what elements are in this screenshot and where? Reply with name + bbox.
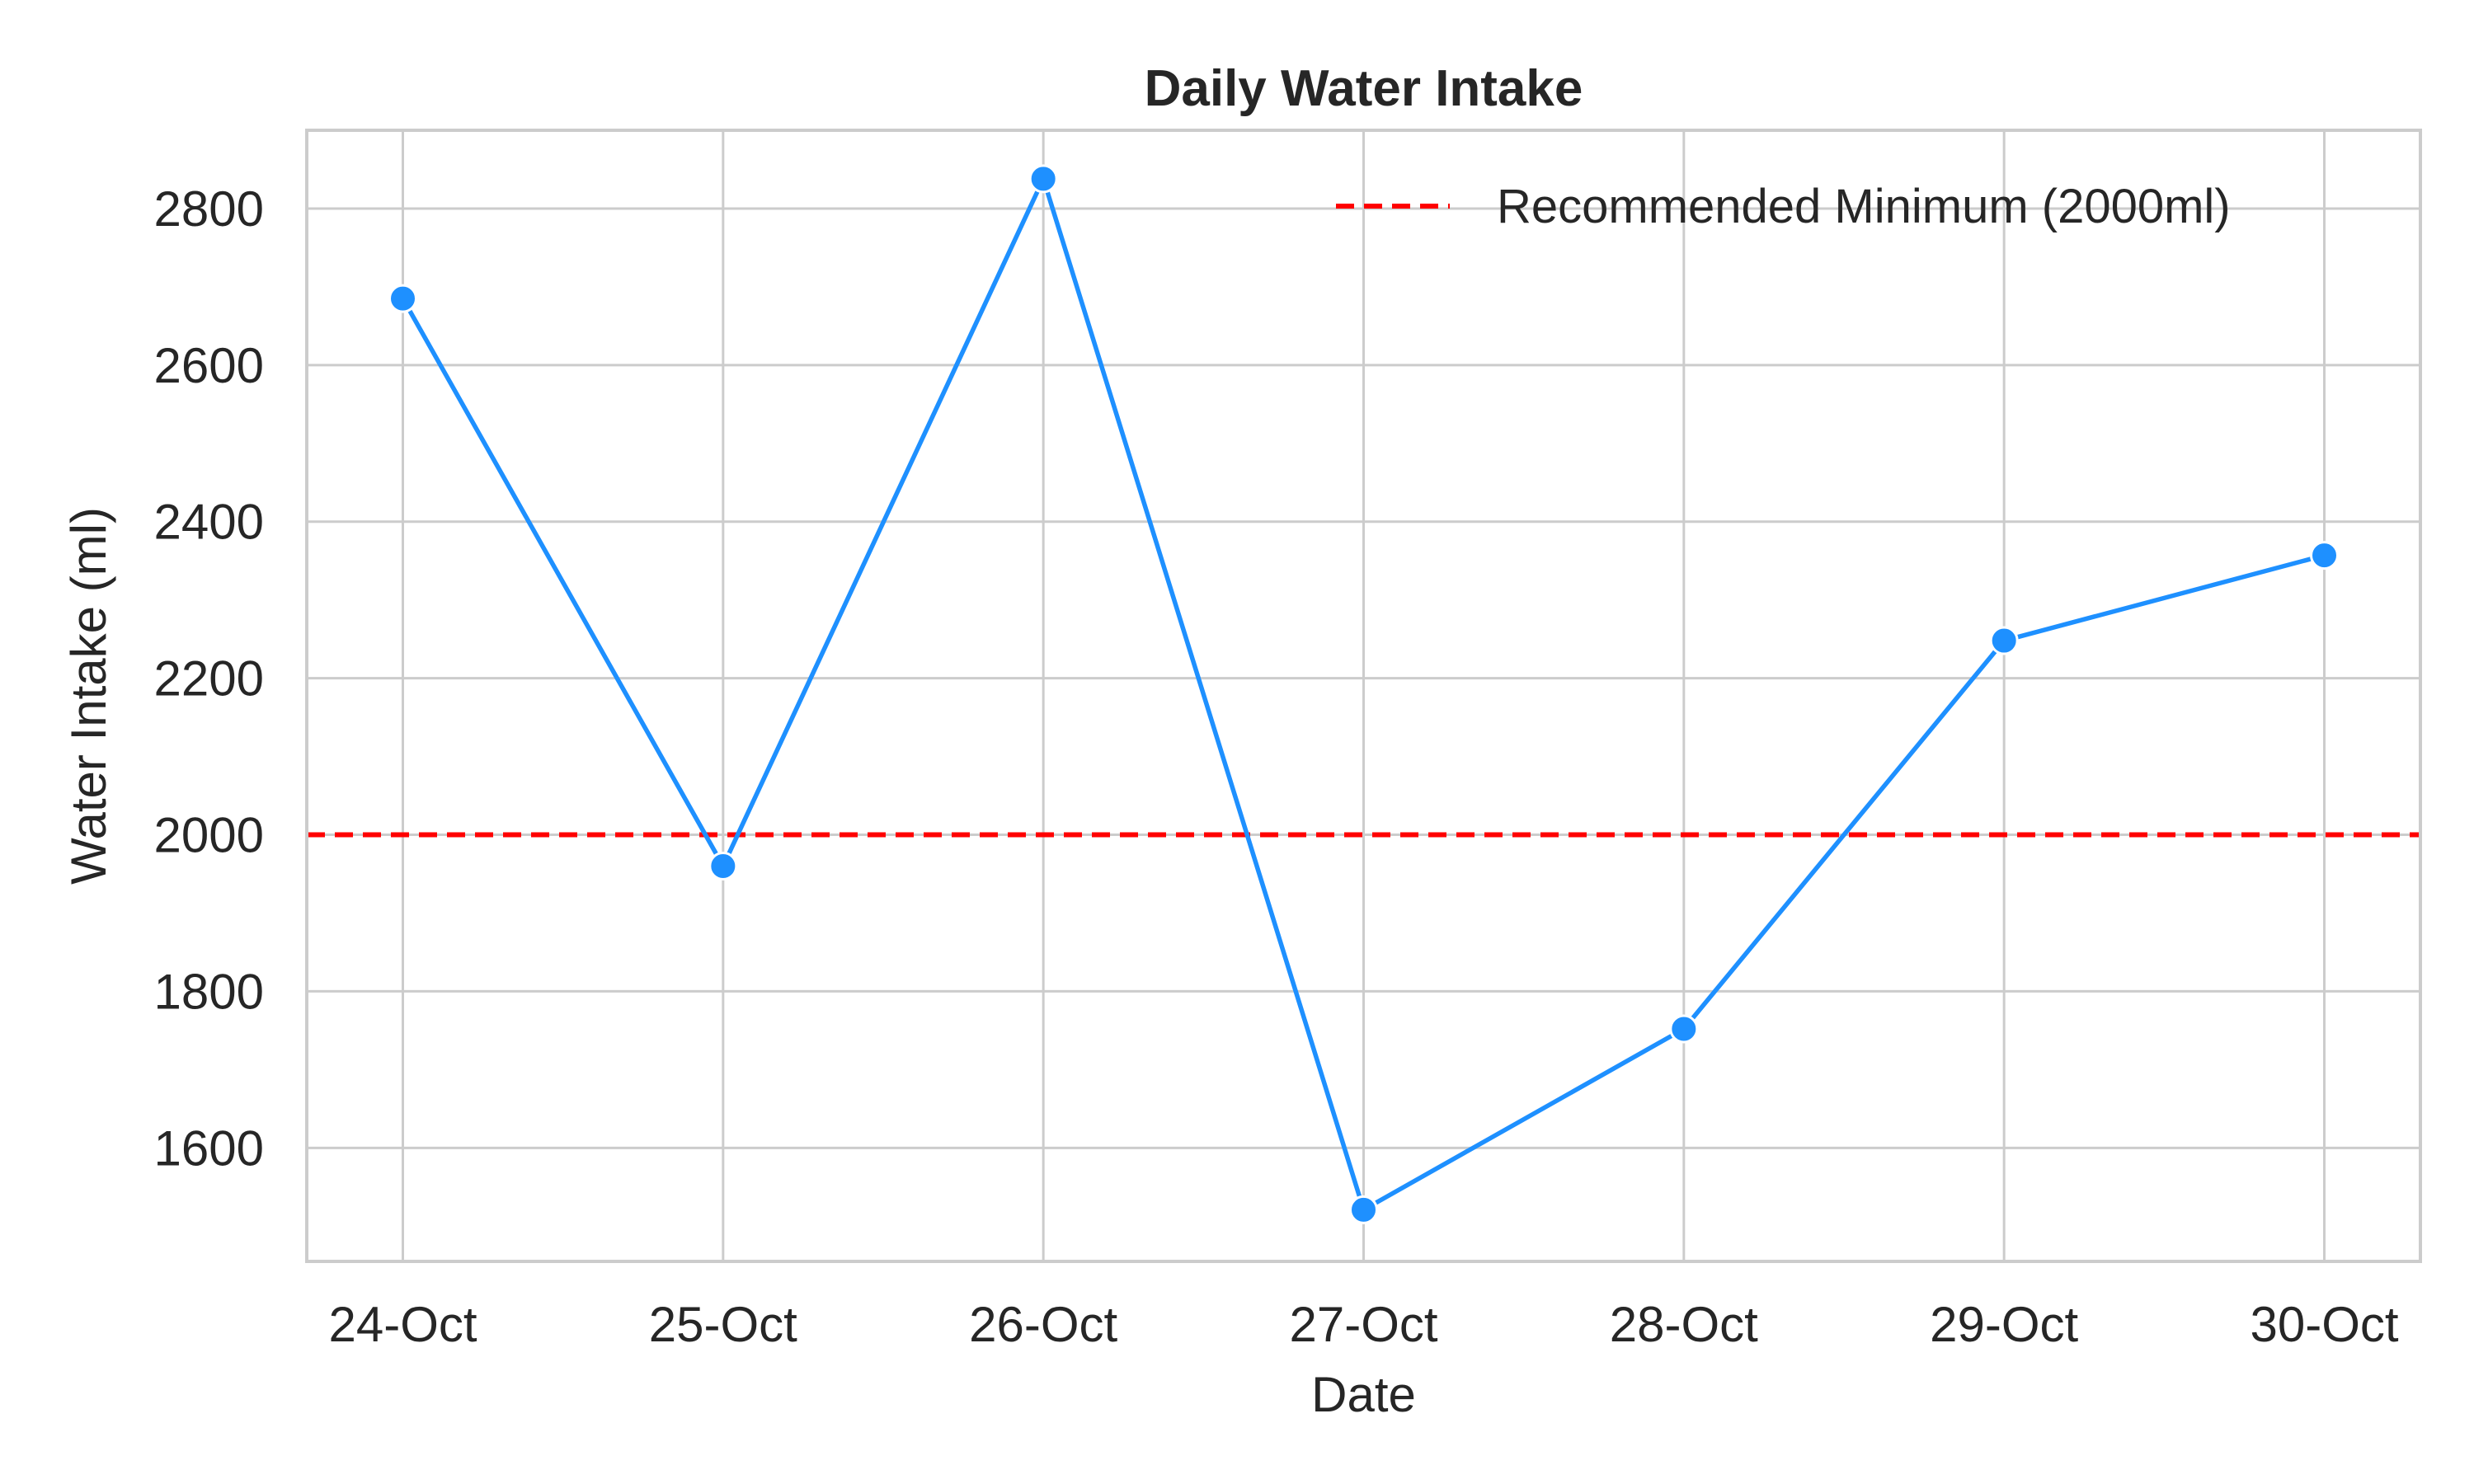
chart-title: Daily Water Intake <box>1145 60 1583 117</box>
x-tick-label: 27-Oct <box>1289 1297 1437 1352</box>
y-tick-labels: 1600 1800 2000 2200 2400 2600 2800 <box>154 181 264 1176</box>
x-tick-label: 29-Oct <box>1930 1297 2078 1352</box>
y-tick-label: 2000 <box>154 808 264 863</box>
plot-frame <box>305 129 2422 1263</box>
x-tick-labels: 24-Oct 25-Oct 26-Oct 27-Oct 28-Oct 29-Oct 30-O… <box>328 1297 2398 1352</box>
x-axis-label: Date <box>1311 1367 1416 1422</box>
y-axis-label: Water Intake (ml) <box>61 507 116 885</box>
data-point <box>1349 1195 1378 1224</box>
data-point <box>388 284 417 313</box>
legend-label: Recommended Minimum (2000ml) <box>1497 180 2231 233</box>
data-point <box>708 852 738 881</box>
x-tick-label: 28-Oct <box>1610 1297 1758 1352</box>
x-tick-label: 26-Oct <box>969 1297 1117 1352</box>
data-point <box>2310 541 2339 571</box>
y-tick-label: 1800 <box>154 964 264 1019</box>
y-tick-label: 2400 <box>154 495 264 550</box>
y-tick-label: 2800 <box>154 181 264 237</box>
grid-lines <box>307 130 2420 1261</box>
x-tick-label: 25-Oct <box>649 1297 797 1352</box>
y-tick-label: 2600 <box>154 338 264 393</box>
series-layer <box>388 164 2339 1224</box>
data-point <box>1028 164 1058 194</box>
x-tick-label: 30-Oct <box>2250 1297 2398 1352</box>
data-point <box>1989 626 2019 655</box>
data-point <box>1669 1014 1699 1044</box>
legend: Recommended Minimum (2000ml) <box>1336 180 2231 233</box>
x-tick-label: 24-Oct <box>328 1297 477 1352</box>
y-tick-label: 2200 <box>154 651 264 707</box>
y-tick-label: 1600 <box>154 1120 264 1176</box>
